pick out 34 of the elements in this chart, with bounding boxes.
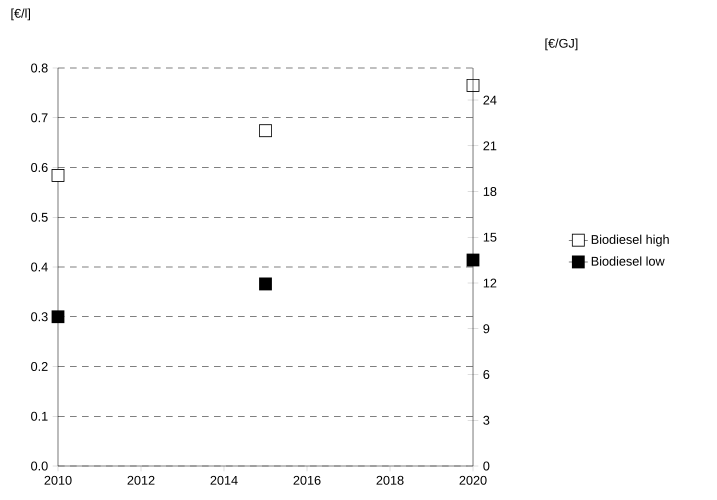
y2-tick-label: 15 (484, 232, 496, 242)
y2-tick-label: 3 (483, 416, 490, 425)
x-tick-label: 2012 (128, 476, 154, 485)
y2-tick-label: 9 (483, 324, 490, 334)
y2-tick-label: 18 (484, 187, 496, 196)
y2-tick-label: 6 (483, 370, 490, 379)
y2-tick-label: 12 (484, 278, 496, 288)
x-tick-label: 2010 (44, 476, 72, 485)
legend-label: Biodiesel low (592, 256, 665, 266)
y-tick-label: 0.8 (31, 64, 48, 72)
y-tick-label: 0.7 (31, 113, 48, 122)
y-tick-label: 0.1 (31, 412, 48, 421)
y-tick-label: 0.2 (31, 362, 48, 371)
y2-tick-label: 21 (483, 141, 496, 150)
point (259, 124, 272, 138)
y-axis-title: [€/l] (11, 8, 30, 20)
x-tick-label: 2014 (210, 476, 238, 485)
y-tick-label: 0.6 (31, 163, 48, 172)
point (259, 278, 272, 290)
y-tick-label: 0.3 (31, 312, 48, 322)
point (52, 169, 64, 182)
y-tick-label: 0.5 (31, 212, 48, 222)
y-tick-label: 0.4 (31, 262, 48, 272)
point (466, 79, 480, 92)
y-tick-label: 0.0 (31, 462, 48, 470)
point (52, 310, 64, 324)
point (466, 254, 480, 266)
x-tick-label: 2016 (294, 476, 321, 485)
x-tick-label: 2018 (376, 476, 404, 485)
x-tick-label: 2020 (460, 476, 487, 485)
y2-tick-label: 24 (483, 96, 497, 104)
y2-tick-label: 0 (483, 462, 490, 470)
y2-axis-title: [€/GJ] (545, 38, 578, 50)
legend-label: Biodiesel high (592, 234, 669, 246)
